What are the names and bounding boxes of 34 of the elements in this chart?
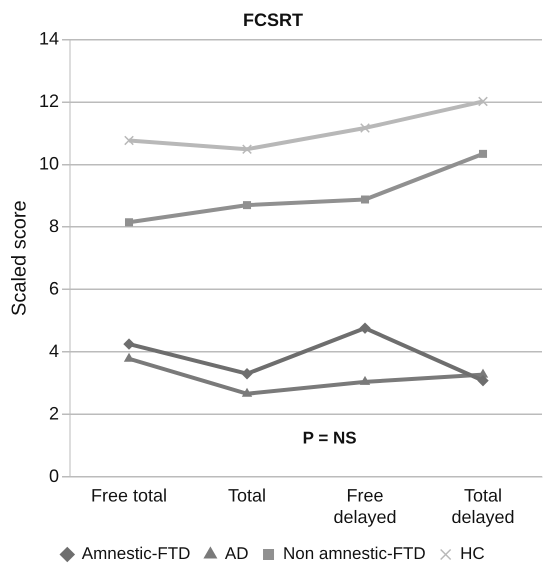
y-tick-label: 8 xyxy=(49,216,60,236)
x-tick-label: Free delayed xyxy=(333,486,397,528)
point xyxy=(360,376,370,385)
point xyxy=(124,135,134,146)
point xyxy=(124,353,134,362)
legend-label: HC xyxy=(460,544,485,564)
x-tick-label: Total xyxy=(228,486,266,506)
point xyxy=(478,375,489,386)
x-tick-label: Free total xyxy=(90,486,168,506)
x-tick-label: Total delayed xyxy=(451,486,515,528)
point xyxy=(124,338,135,350)
point xyxy=(478,150,488,158)
y-tick-label: 2 xyxy=(49,403,60,424)
point xyxy=(242,388,252,397)
point xyxy=(124,218,134,226)
y-axis-title: Scaled score xyxy=(8,200,31,316)
legend-label: Non amnestic-FTD xyxy=(283,544,426,564)
chart-title: FCSRT xyxy=(243,10,303,30)
point xyxy=(242,201,252,210)
y-tick-label: 6 xyxy=(49,278,60,298)
y-tick-label: 14 xyxy=(38,28,60,49)
point xyxy=(360,322,371,334)
y-tick-label: 4 xyxy=(49,340,60,361)
point xyxy=(242,144,252,154)
legend-label: AD xyxy=(224,544,249,564)
y-tick-label: 12 xyxy=(38,91,60,112)
annotation: P = NS xyxy=(302,428,357,448)
point xyxy=(360,195,370,204)
point xyxy=(478,96,488,106)
y-tick-label: 10 xyxy=(38,153,60,174)
y-tick-label: 0 xyxy=(49,466,60,486)
point xyxy=(360,122,370,133)
legend-label: Amnestic-FTD xyxy=(82,544,190,564)
point xyxy=(242,368,253,380)
